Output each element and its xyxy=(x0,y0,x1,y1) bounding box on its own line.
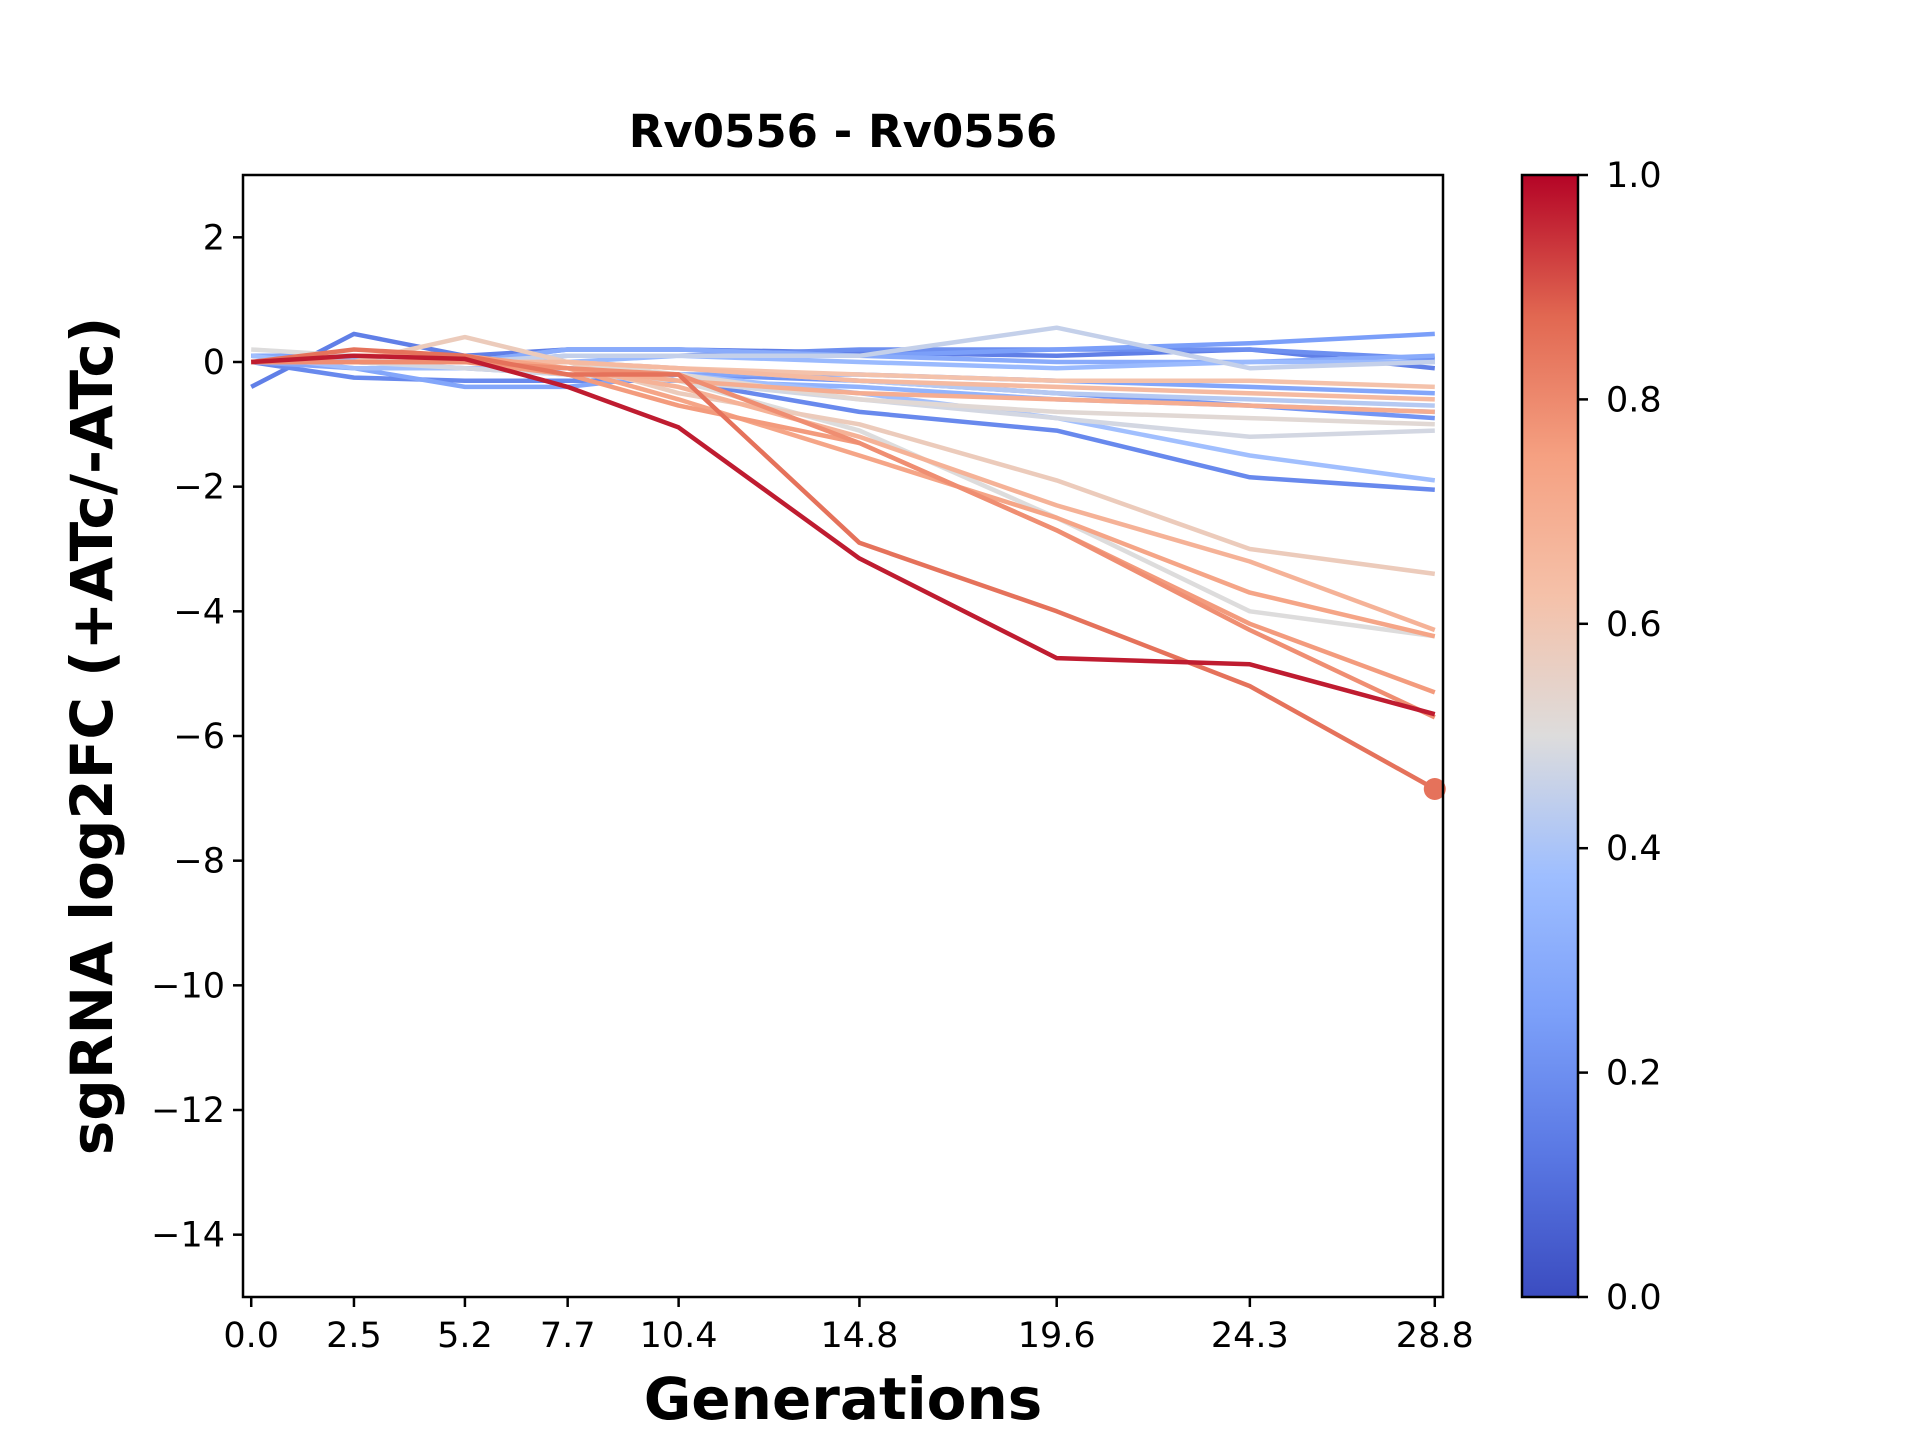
series-line-18 xyxy=(251,359,1436,633)
x-tick-label: 28.8 xyxy=(1396,1316,1474,1356)
colorbar-tick-label: 1.0 xyxy=(1606,156,1662,196)
x-axis-title: Generations xyxy=(644,1365,1043,1433)
x-tick-label: 0.0 xyxy=(223,1316,279,1356)
y-tick-label: 2 xyxy=(203,218,225,258)
x-tick-label: 10.4 xyxy=(640,1316,718,1356)
y-tick-label: 0 xyxy=(203,343,225,383)
x-tick-label: 19.6 xyxy=(1018,1316,1096,1356)
y-axis-title: sgRNA log2FC (+ATc/-ATc) xyxy=(58,317,126,1155)
colorbar-axis: 1.0 0.8 0.6 0.4 0.2 0.0 xyxy=(1578,156,1662,1318)
x-axis: 0.0 2.5 5.2 7.7 10.4 14.8 19.6 24.3 28.8 xyxy=(223,1297,1474,1356)
series-line-24 xyxy=(251,353,1436,717)
x-tick-label: 5.2 xyxy=(437,1316,493,1356)
y-tick-label: −2 xyxy=(173,468,225,508)
y-tick-label: −6 xyxy=(173,717,225,757)
chart-title: Rv0556 - Rv0556 xyxy=(629,105,1057,158)
x-tick-label: 24.3 xyxy=(1211,1316,1289,1356)
colorbar-tick-label: 0.4 xyxy=(1606,829,1662,869)
colorbar-tick-label: 0.6 xyxy=(1606,605,1662,645)
y-tick-label: −4 xyxy=(173,592,225,632)
colorbar-tick-label: 0.2 xyxy=(1606,1054,1662,1094)
series-line-23 xyxy=(250,347,1436,791)
highlight-points xyxy=(1423,777,1446,800)
x-tick-label: 2.5 xyxy=(326,1316,382,1356)
y-tick-label: −14 xyxy=(151,1216,225,1256)
colorbar xyxy=(1520,173,1580,1299)
y-tick-label: −10 xyxy=(151,966,225,1006)
y-tick-label: −12 xyxy=(151,1091,225,1131)
x-tick-label: 14.8 xyxy=(820,1316,898,1356)
colorbar-tick-label: 0.8 xyxy=(1606,380,1662,420)
y-tick-label: −8 xyxy=(173,842,225,882)
y-axis: 2 0 −2 −4 −6 −8 −10 −12 −14 xyxy=(151,218,243,1256)
x-tick-label: 7.7 xyxy=(540,1316,596,1356)
highlight-point xyxy=(1423,777,1446,800)
colorbar-tick-label: 0.0 xyxy=(1606,1278,1662,1318)
series-lines xyxy=(250,325,1436,791)
